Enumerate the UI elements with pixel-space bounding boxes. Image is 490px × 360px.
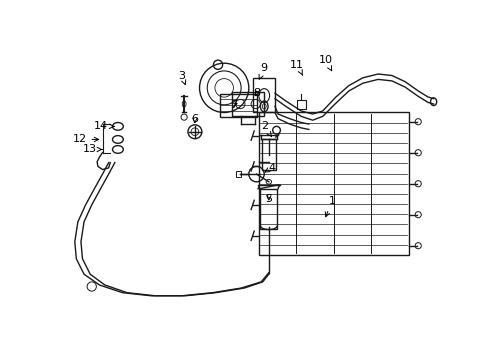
Text: 4: 4 [265,163,275,173]
Text: 3: 3 [178,71,186,85]
Text: 9: 9 [259,63,268,79]
Bar [260,189,277,229]
Bar [220,94,257,117]
Bar [259,112,409,255]
Text: 5: 5 [266,194,272,204]
Text: 8: 8 [253,88,260,98]
Text: 13: 13 [82,144,102,154]
Bar [232,92,264,116]
Text: 11: 11 [290,60,304,75]
Text: 12: 12 [73,134,98,144]
Text: 1: 1 [325,196,336,217]
Bar [262,139,276,170]
Bar [253,78,275,112]
Text: 7: 7 [230,100,237,110]
Text: 14: 14 [94,121,114,131]
Text: 10: 10 [319,55,333,71]
Bar [237,171,241,177]
Text: 6: 6 [192,114,198,123]
Text: 2: 2 [261,121,271,136]
Bar [296,100,306,109]
